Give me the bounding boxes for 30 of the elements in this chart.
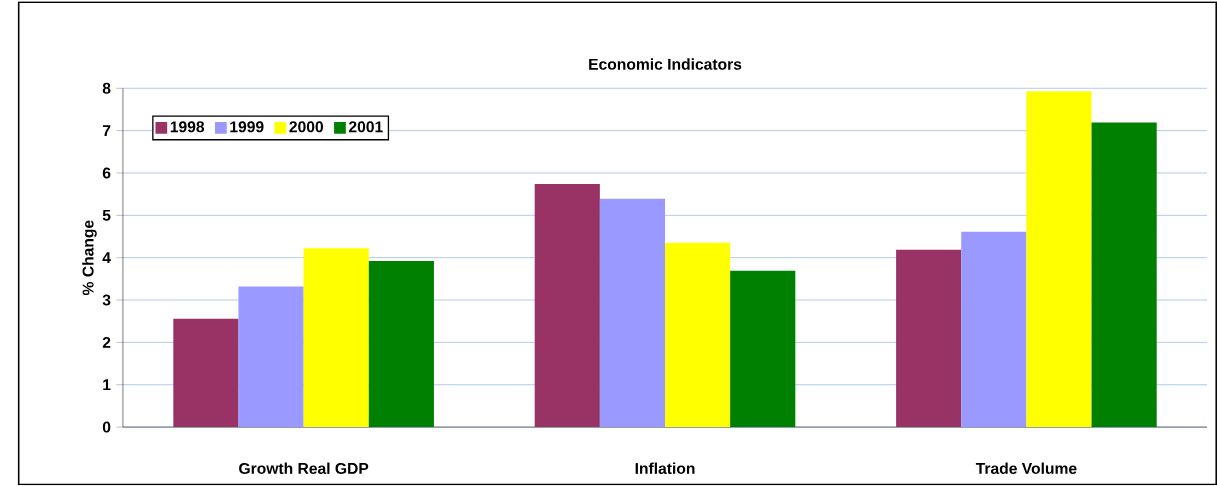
y-tick-label: 1	[103, 379, 111, 391]
x-tick-label: Growth Real GDP	[239, 462, 369, 475]
bar	[1091, 122, 1157, 428]
bar	[1026, 91, 1092, 428]
bar	[303, 248, 369, 428]
bar	[665, 243, 731, 428]
x-tick-label: Trade Volume	[975, 462, 1077, 475]
y-tick-label: 0	[102, 421, 111, 433]
bar	[896, 249, 962, 428]
bar	[368, 261, 434, 428]
legend-label: 1999	[230, 121, 264, 133]
y-tick-label: 5	[102, 210, 111, 221]
y-tick-label: 3	[102, 294, 111, 306]
legend-label: 2001	[348, 121, 383, 133]
legend-label: 1998	[170, 121, 205, 133]
x-tick-label: Inflation	[635, 462, 695, 475]
bar	[599, 198, 666, 428]
bar	[961, 231, 1027, 428]
y-axis-title: % Change	[82, 220, 97, 296]
y-tick-label: 6	[102, 167, 111, 179]
chart-title: Economic Indicators	[589, 58, 742, 70]
bar	[534, 184, 600, 428]
y-tick-label: 8	[102, 82, 111, 94]
y-tick-label: 7	[102, 125, 111, 137]
bar	[730, 270, 796, 428]
y-tick-label: 2	[102, 337, 111, 348]
bar	[173, 318, 239, 428]
y-tick-label: 4	[102, 252, 111, 264]
legend-label: 2000	[289, 121, 324, 133]
bar	[238, 286, 304, 428]
